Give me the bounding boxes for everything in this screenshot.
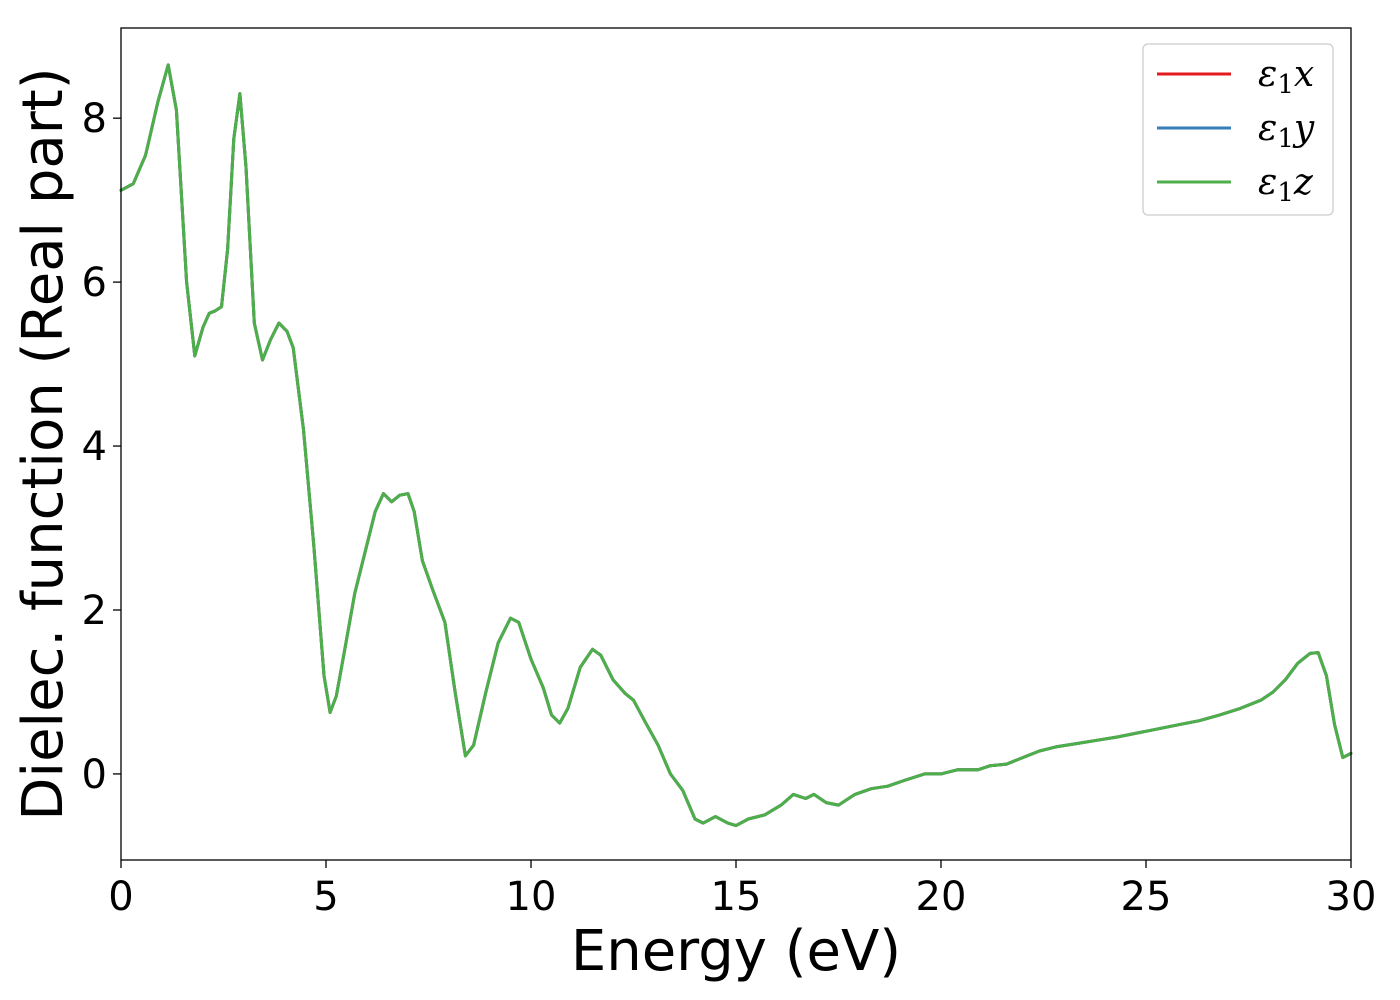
x-tick-label: 5	[313, 874, 338, 920]
legend-label-z: ε1z	[1258, 162, 1314, 208]
x-tick-label: 25	[1121, 874, 1172, 920]
x-tick-label: 15	[711, 874, 762, 920]
y-tick-label: 0	[82, 752, 107, 798]
series-lines	[119, 63, 1353, 828]
x-axis-ticks: 0 5 10 15 20 25 30	[108, 860, 1376, 920]
y-axis-ticks: 0 2 4 6 8	[82, 96, 121, 798]
y-tick-label: 4	[82, 424, 107, 470]
legend-box	[1142, 43, 1334, 216]
y-tick-label: 6	[82, 260, 107, 306]
legend-label-x: ε1x	[1258, 54, 1314, 100]
y-tick-label: 2	[82, 588, 107, 634]
x-tick-label: 0	[108, 874, 133, 920]
x-axis-title: Energy (eV)	[571, 919, 901, 984]
y-tick-label: 8	[82, 96, 107, 142]
y-axis-title: Dielec. function (Real part)	[11, 67, 76, 820]
x-tick-label: 10	[506, 874, 557, 920]
legend-label-y: ε1y	[1258, 108, 1315, 154]
x-tick-label: 30	[1326, 874, 1377, 920]
x-tick-label: 20	[916, 874, 967, 920]
series-line-z	[119, 63, 1353, 828]
legend: ε1x ε1y ε1z	[1142, 43, 1334, 216]
